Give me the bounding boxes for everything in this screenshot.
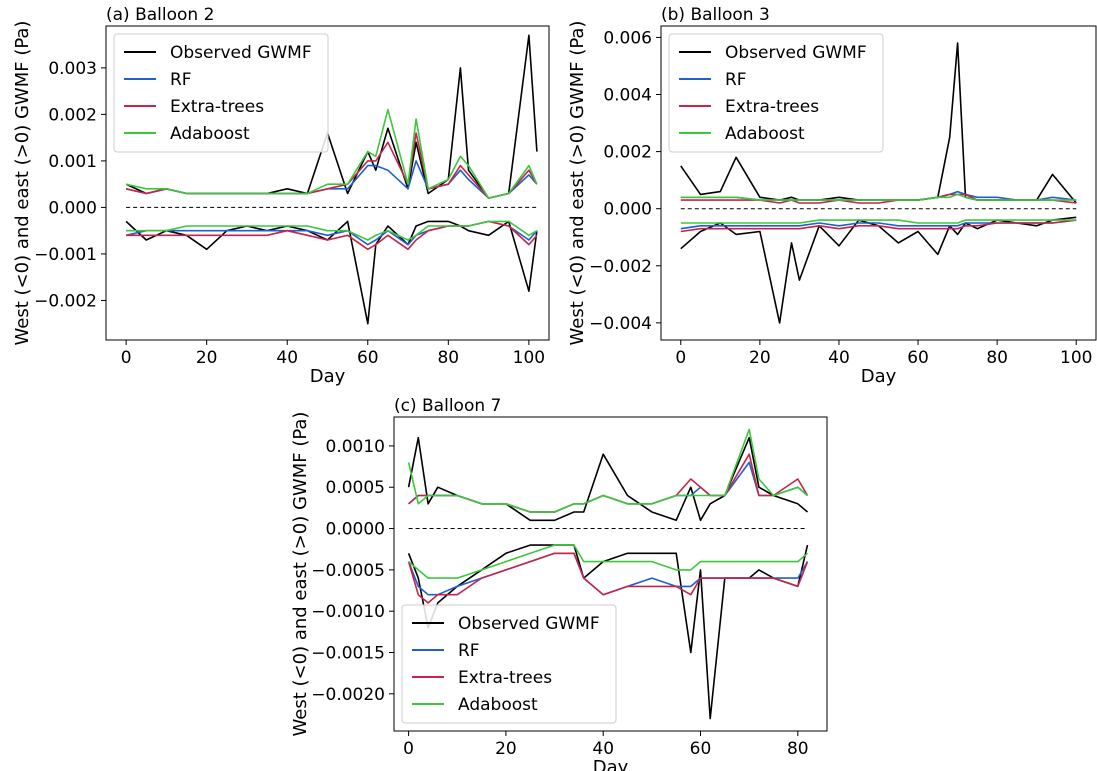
series-line-adaboost-7 <box>680 219 1077 224</box>
panel-1: 0 20 40 60 80 100 −0.004 −0.002 0.000 0.002 0.004 0… <box>567 5 1097 387</box>
y-tick-label: 0.006 <box>603 28 652 48</box>
legend-label: Observed GWMF <box>725 43 867 63</box>
legend-label: Extra-trees <box>170 97 264 117</box>
legend-label: Extra-trees <box>458 668 552 688</box>
legend-label: Adaboost <box>458 695 538 715</box>
y-tick-label: −0.0020 <box>311 685 385 705</box>
x-tick-label: 0 <box>403 739 414 759</box>
y-tick-label: 0.0000 <box>326 520 385 540</box>
legend-box <box>113 33 329 153</box>
legend: Observed GWMF RF Extra-trees Adaboost <box>668 33 884 153</box>
panel-title: (a) Balloon 2 <box>106 5 214 25</box>
y-tick-label: 0.002 <box>48 105 97 125</box>
series-line-adaboost-3 <box>680 193 1077 201</box>
x-tick-label: 100 <box>513 348 545 368</box>
y-tick-label: 0.000 <box>48 198 97 218</box>
y-tick-label: 0.0010 <box>326 437 385 457</box>
series-line-rf-5 <box>680 219 1077 230</box>
y-tick-label: 0.004 <box>603 86 652 106</box>
y-axis-label: West (<0) and east (>0) GWMF (Pa) <box>567 21 588 346</box>
legend: Observed GWMF RF Extra-trees Adaboost <box>401 604 617 724</box>
y-tick-label: −0.002 <box>34 291 97 311</box>
panel-title: (c) Balloon 7 <box>394 396 501 416</box>
x-axis-label: Day <box>593 757 629 771</box>
x-tick-label: 0 <box>675 348 686 368</box>
series-line-extra-trees-6 <box>680 219 1077 233</box>
y-tick-label: 0.001 <box>48 152 97 172</box>
y-tick-label: −0.002 <box>589 257 652 277</box>
panel-2: 0 20 40 60 80 −0.0020 −0.0015 −0.0010 −0.0005 0.0… <box>290 396 828 771</box>
y-tick-label: −0.0005 <box>311 561 385 581</box>
y-tick-label: −0.001 <box>34 245 97 265</box>
x-tick-label: 20 <box>749 348 771 368</box>
legend: Observed GWMF RF Extra-trees Adaboost <box>113 33 329 153</box>
x-tick-label: 40 <box>592 739 614 759</box>
y-axis-label: West (<0) and east (>0) GWMF (Pa) <box>12 21 33 346</box>
x-tick-label: 60 <box>357 348 379 368</box>
series-line-observed-gwmf-4 <box>407 544 809 720</box>
x-axis-label: Day <box>861 366 897 387</box>
series-line-extra-trees-2 <box>680 193 1077 204</box>
legend-label: Observed GWMF <box>170 43 312 63</box>
series-line-rf-1 <box>680 190 1077 201</box>
x-tick-label: 60 <box>690 739 712 759</box>
legend-label: RF <box>170 70 192 90</box>
series-group <box>125 34 538 325</box>
y-tick-label: 0.002 <box>603 143 652 163</box>
x-tick-label: 20 <box>196 348 218 368</box>
panel-0: 0 20 40 60 80 100 −0.002 −0.001 0.000 0.001 0.002 0… <box>12 5 550 387</box>
x-tick-label: 40 <box>276 348 298 368</box>
series-line-observed-gwmf-4 <box>680 216 1077 324</box>
legend-label: Extra-trees <box>725 97 819 117</box>
x-tick-label: 40 <box>828 348 850 368</box>
y-tick-label: 0.000 <box>603 200 652 220</box>
series-group <box>680 42 1077 324</box>
x-tick-label: 100 <box>1060 348 1092 368</box>
series-line-adaboost-3 <box>407 428 809 513</box>
x-axis-label: Day <box>310 366 346 387</box>
y-axis-label: West (<0) and east (>0) GWMF (Pa) <box>290 412 311 737</box>
series-line-rf-1 <box>408 461 809 513</box>
legend-label: Observed GWMF <box>458 614 600 634</box>
x-tick-label: 0 <box>121 348 132 368</box>
series-line-observed-gwmf-4 <box>125 220 538 325</box>
series-line-adaboost-7 <box>126 220 538 241</box>
legend-label: RF <box>458 641 480 661</box>
series-line-observed-gwmf-0 <box>407 436 809 522</box>
plot-frame <box>105 25 550 341</box>
series-line-extra-trees-6 <box>407 552 809 604</box>
x-tick-label: 80 <box>986 348 1008 368</box>
legend-label: Adaboost <box>170 124 250 144</box>
x-tick-label: 20 <box>495 739 517 759</box>
legend-label: Adaboost <box>725 124 805 144</box>
y-tick-label: 0.003 <box>48 59 97 79</box>
series-line-adaboost-7 <box>408 544 809 579</box>
x-tick-label: 60 <box>907 348 929 368</box>
y-tick-label: −0.0010 <box>311 602 385 622</box>
y-tick-label: −0.0015 <box>311 644 385 664</box>
series-group <box>407 428 809 720</box>
panel-title: (b) Balloon 3 <box>661 5 770 25</box>
x-tick-label: 80 <box>437 348 459 368</box>
legend-label: RF <box>725 70 747 90</box>
legend-box <box>668 33 884 153</box>
x-tick-label: 80 <box>787 739 809 759</box>
y-tick-label: 0.0005 <box>326 478 385 498</box>
series-line-adaboost-3 <box>125 108 538 199</box>
plot-frame <box>660 25 1097 341</box>
y-tick-label: −0.004 <box>589 314 652 334</box>
legend-box <box>401 604 617 724</box>
plot-frame <box>393 416 828 732</box>
